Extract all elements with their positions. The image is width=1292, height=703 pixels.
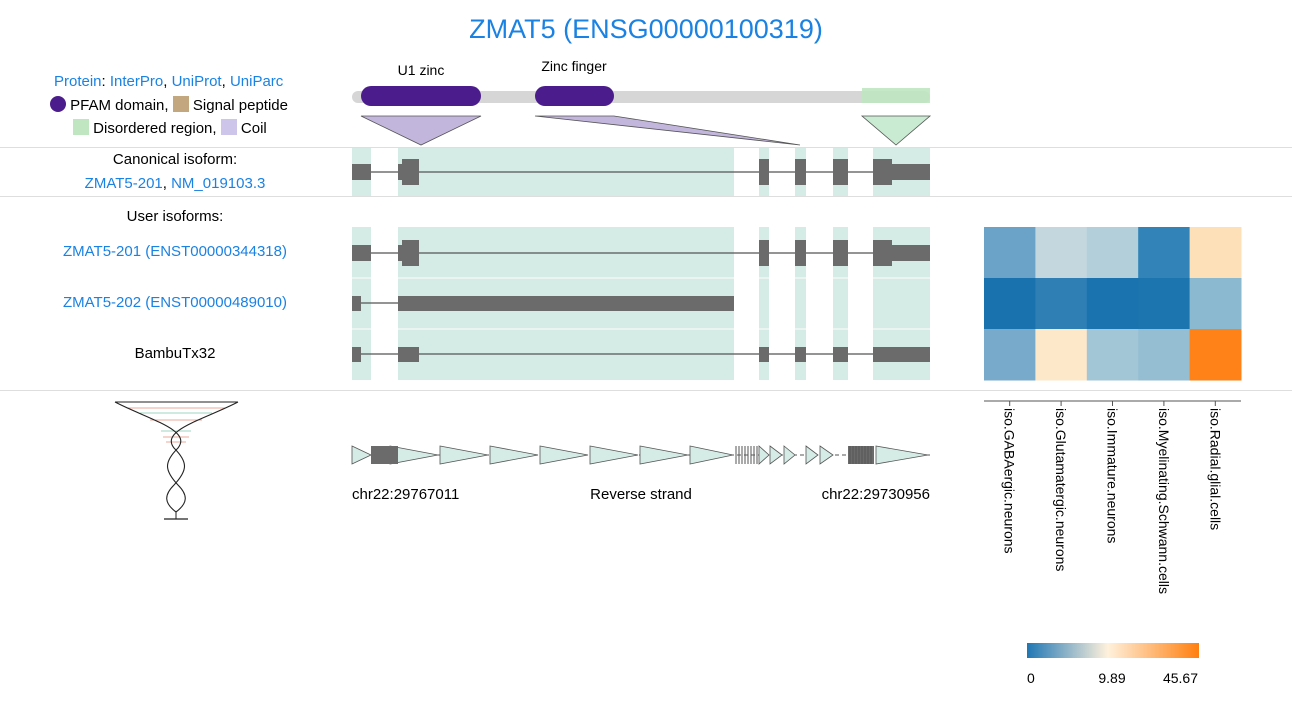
pfam-domain-u1-zinc[interactable] xyxy=(361,86,481,106)
heatmap-cell[interactable] xyxy=(1189,278,1242,330)
disordered-legend-label: Disordered region, xyxy=(93,120,217,137)
canonical-refseq-link[interactable]: NM_019103.3 xyxy=(171,175,266,192)
heatmap-cell[interactable] xyxy=(1189,227,1242,279)
disordered-swatch-icon xyxy=(73,119,89,135)
heatmap-cell[interactable] xyxy=(1138,227,1191,279)
heatmap-cell[interactable] xyxy=(1138,278,1191,330)
domain-projection xyxy=(534,115,801,146)
colorbar-tick-min: 0 xyxy=(1027,670,1035,686)
heatmap-column-label: iso.Radial.glial.cells xyxy=(1207,408,1223,530)
divider xyxy=(0,147,1292,148)
signal-peptide-legend-label: Signal peptide xyxy=(192,97,288,114)
canonical-header: Canonical isoform: xyxy=(112,151,238,168)
coil-legend-label: Coil xyxy=(240,120,267,137)
isoform-track-zmat5-201[interactable] xyxy=(352,240,930,266)
domain-label-u1-zinc: U1 zinc xyxy=(398,62,445,78)
canonical-isoform-track[interactable] xyxy=(352,159,930,185)
genome-strand-track: chr22:29767011 Reverse strand chr22:2973… xyxy=(351,445,930,503)
heatmap-cell[interactable] xyxy=(1086,227,1139,279)
heatmap-column-labels: iso.GABAergic.neurons iso.Glutamatergic.n… xyxy=(1002,401,1223,594)
heatmap-cell[interactable] xyxy=(984,227,1036,279)
signal-peptide-swatch-icon xyxy=(172,96,189,112)
heatmap-cell[interactable] xyxy=(984,278,1036,330)
interpro-link[interactable]: InterPro xyxy=(109,73,164,90)
dna-helix-icon xyxy=(114,401,239,520)
divider xyxy=(0,390,1292,391)
coil-swatch-icon xyxy=(220,119,237,135)
heatmap-column-label: iso.Immature.neurons xyxy=(1105,408,1121,543)
isoform-label-zmat5-202[interactable]: ZMAT5-202 (ENST00000489010) xyxy=(62,294,287,311)
heatmap-cell[interactable] xyxy=(1086,329,1139,381)
heatmap-cell[interactable] xyxy=(1138,329,1191,381)
canonical-ids: ZMAT5-201, NM_019103.3 xyxy=(84,175,266,192)
heatmap-cell[interactable] xyxy=(1035,278,1088,330)
heatmap-cell[interactable] xyxy=(1086,278,1139,330)
legend-pfam-signal: PFAM domain, Signal peptide xyxy=(50,96,288,114)
isoform-track-zmat5-202[interactable] xyxy=(352,296,734,311)
heatmap-cell[interactable] xyxy=(1035,227,1088,279)
pfam-swatch-icon xyxy=(50,96,66,112)
colorbar-tick-max: 45.67 xyxy=(1163,670,1198,686)
legend-disordered-coil: Disordered region, Coil xyxy=(73,119,267,137)
isoform-label-bambutx32: BambuTx32 xyxy=(134,345,216,362)
domain-label-zinc-finger: Zinc finger xyxy=(541,58,607,74)
disordered-region xyxy=(862,88,930,103)
isoform-track-bambutx32[interactable] xyxy=(352,347,930,362)
strand-label: Reverse strand xyxy=(590,486,692,503)
user-isoforms-header: User isoforms: xyxy=(126,208,224,225)
genome-end-coordinate: chr22:29730956 xyxy=(822,486,930,503)
genome-start-coordinate: chr22:29767011 xyxy=(352,486,459,503)
protein-links-row: Protein: InterPro, UniProt, UniParc xyxy=(54,73,284,90)
colorbar xyxy=(1027,643,1199,658)
page-title: ZMAT5 (ENSG00000100319) xyxy=(469,14,823,44)
domain-projection xyxy=(360,115,482,146)
pfam-domain-zinc-finger[interactable] xyxy=(535,86,614,106)
heatmap-column-label: iso.GABAergic.neurons xyxy=(1002,408,1018,554)
expression-heatmap xyxy=(984,227,1242,381)
divider xyxy=(0,196,1292,197)
heatmap-cell[interactable] xyxy=(1035,329,1088,381)
pfam-legend-label: PFAM domain, xyxy=(70,97,169,114)
disordered-projection xyxy=(860,115,932,146)
uniprot-link[interactable]: UniProt xyxy=(171,73,222,90)
colorbar-tick-mid: 9.89 xyxy=(1098,670,1125,686)
uniparc-link[interactable]: UniParc xyxy=(229,73,284,90)
canonical-transcript-link[interactable]: ZMAT5-201 xyxy=(84,175,163,192)
protein-backbone xyxy=(352,91,930,103)
heatmap-cell[interactable] xyxy=(1189,329,1242,381)
protein-link[interactable]: Protein xyxy=(54,73,102,90)
heatmap-column-label: iso.Glutamatergic.neurons xyxy=(1053,408,1069,571)
isoform-label-zmat5-201[interactable]: ZMAT5-201 (ENST00000344318) xyxy=(62,243,287,260)
heatmap-column-label: iso.Myelinating.Schwann.cells xyxy=(1156,408,1172,594)
heatmap-cell[interactable] xyxy=(984,329,1036,381)
